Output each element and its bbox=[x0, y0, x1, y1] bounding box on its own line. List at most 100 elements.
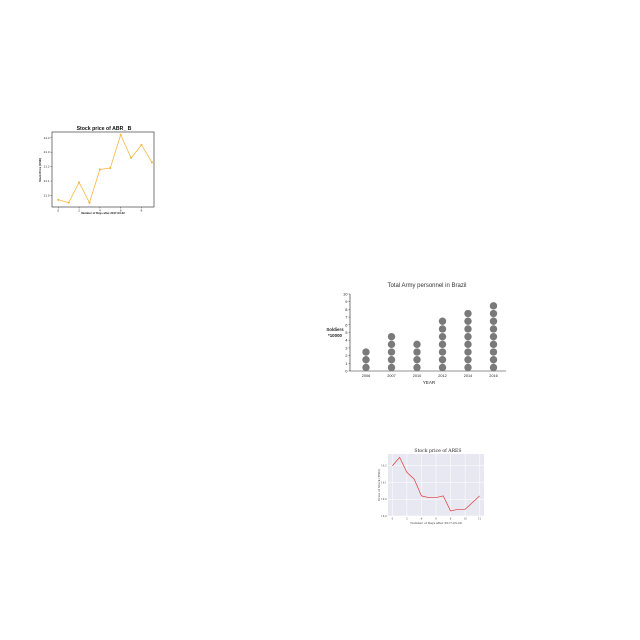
chart-army-ylabel-line-2: *10000 bbox=[328, 333, 342, 338]
chart-army-xlabel: YEAR bbox=[423, 380, 436, 385]
x-tick-label: 6 bbox=[435, 517, 437, 520]
y-tick-label: 8 bbox=[345, 307, 348, 312]
pictograph-dot bbox=[489, 340, 498, 349]
y-tick-label: 19.1 bbox=[381, 481, 387, 484]
data-point bbox=[109, 166, 112, 170]
pictograph-dot bbox=[438, 325, 447, 333]
data-point bbox=[67, 201, 70, 204]
pictograph-dot bbox=[489, 332, 498, 341]
data-point bbox=[88, 201, 91, 204]
x-tick-label: 4 bbox=[421, 517, 423, 520]
data-point bbox=[77, 181, 81, 184]
pictograph-dot bbox=[489, 363, 498, 372]
chart-ares-xlabel: Number of Days after 2017-03-29 bbox=[410, 521, 461, 525]
x-tick-label: 10 bbox=[464, 517, 468, 520]
data-point bbox=[98, 168, 101, 171]
pictograph-dot bbox=[413, 340, 421, 349]
x-tick-label: 2006 bbox=[362, 374, 370, 378]
pictograph-dot bbox=[438, 363, 447, 372]
x-tick-label: 0 bbox=[392, 517, 394, 520]
y-tick-label: 21.0 bbox=[44, 193, 50, 197]
chart-abr-plot-area bbox=[51, 131, 155, 208]
pictograph-dot bbox=[464, 317, 472, 325]
pictograph-dot bbox=[489, 348, 498, 356]
x-tick-label: 2007 bbox=[387, 374, 395, 378]
data-point bbox=[150, 161, 154, 164]
pictograph-dot bbox=[464, 325, 472, 333]
y-tick-label: 7 bbox=[345, 315, 348, 320]
chart-army-panel: Total Army personnel in Brazil Soldiers … bbox=[320, 278, 512, 390]
pictograph-dot bbox=[438, 332, 447, 341]
x-tick-label: 8 bbox=[450, 517, 452, 520]
series-line bbox=[392, 456, 480, 512]
y-tick-label: 1 bbox=[345, 361, 348, 366]
chart-abr-xlabel: Number of Days after 2017-03-22 bbox=[81, 211, 125, 215]
pictograph-dot bbox=[464, 363, 472, 372]
y-tick-label: 4 bbox=[345, 338, 348, 343]
pictograph-dot bbox=[464, 348, 472, 356]
y-tick-label: 21.1 bbox=[44, 179, 50, 183]
pictograph-dot bbox=[489, 302, 498, 310]
x-tick-label: 4 bbox=[99, 209, 101, 213]
x-tick-label: 2 bbox=[406, 517, 408, 520]
pictograph-dot bbox=[438, 356, 447, 364]
chart-ares-title: Stock price of ARES bbox=[414, 448, 461, 454]
pictograph-dot bbox=[362, 363, 370, 372]
x-tick-label: 2010 bbox=[413, 374, 421, 378]
y-tick-label: 5 bbox=[345, 330, 348, 335]
series-line bbox=[58, 133, 153, 204]
pictograph-dot bbox=[387, 363, 396, 372]
chart-abr-title: Stock price of ABR_ B bbox=[77, 126, 132, 132]
y-tick-label: 10 bbox=[343, 292, 348, 297]
chart-abr-ylabel: Stock Price (USD) bbox=[38, 158, 42, 182]
x-tick-label: 2 bbox=[78, 209, 80, 213]
y-tick-label: 19.0 bbox=[381, 498, 387, 501]
chart-army: Total Army personnel in Brazil Soldiers … bbox=[326, 283, 506, 385]
x-tick-label: 8 bbox=[141, 209, 143, 213]
pictograph-dot bbox=[489, 317, 498, 325]
y-tick-label: 3 bbox=[345, 345, 348, 350]
x-tick-label: 2014 bbox=[464, 374, 472, 378]
y-tick-label: 21.3 bbox=[44, 150, 50, 154]
x-tick-label: 2016 bbox=[489, 374, 497, 378]
x-tick-label: 12 bbox=[478, 517, 482, 520]
pictograph-dot bbox=[362, 356, 370, 364]
chart-army-title: Total Army personnel in Brazil bbox=[387, 283, 466, 289]
y-tick-label: 19.2 bbox=[381, 465, 387, 468]
chart-ares-panel: Stock price of ARES Number of Days after… bbox=[372, 443, 490, 529]
y-tick-label: 21.4 bbox=[44, 136, 50, 140]
y-tick-label: 18.9 bbox=[381, 515, 387, 518]
pictograph-dot bbox=[489, 309, 498, 318]
pictograph-dot bbox=[387, 340, 396, 349]
pictograph-dot bbox=[464, 309, 472, 318]
pictograph-dot bbox=[387, 356, 396, 364]
pictograph-dot bbox=[387, 332, 396, 341]
pictograph-dot bbox=[438, 348, 447, 356]
chart-abr-panel: Stock price of ABR_ B Number of Days aft… bbox=[38, 122, 162, 216]
y-tick-label: 6 bbox=[345, 322, 348, 327]
data-point bbox=[140, 143, 143, 147]
pictograph-dot bbox=[387, 348, 396, 356]
pictograph-dot bbox=[464, 356, 472, 364]
chart-ares: Stock price of ARES Number of Days after… bbox=[377, 448, 484, 525]
y-tick-label: 0 bbox=[345, 369, 348, 374]
y-tick-label: 9 bbox=[345, 299, 348, 304]
pictograph-dot bbox=[464, 340, 472, 349]
pictograph-dot bbox=[413, 348, 421, 356]
chart-ares-ylabel: Price of Stock (USD) bbox=[377, 469, 381, 501]
pictograph-dot bbox=[362, 348, 370, 356]
data-point bbox=[119, 133, 122, 136]
pictograph-dot bbox=[489, 356, 498, 364]
y-tick-label: 21.2 bbox=[44, 165, 50, 169]
x-tick-label: 0 bbox=[57, 209, 59, 213]
pictograph-dot bbox=[464, 332, 472, 341]
pictograph-dot bbox=[489, 325, 498, 333]
y-tick-label: 2 bbox=[345, 353, 348, 358]
data-point bbox=[130, 156, 133, 160]
x-tick-label: 6 bbox=[120, 209, 122, 213]
chart-army-ylabel-line-1: Soldiers bbox=[326, 327, 344, 332]
pictograph-dot bbox=[438, 317, 447, 325]
pictograph-dot bbox=[413, 363, 421, 372]
x-tick-label: 2012 bbox=[438, 374, 446, 378]
pictograph-dot bbox=[413, 356, 421, 364]
